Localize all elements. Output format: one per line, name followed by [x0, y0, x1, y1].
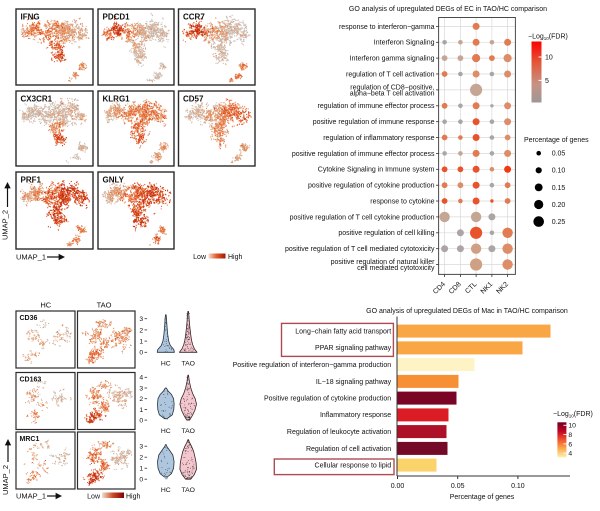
- svg-text:0.15: 0.15: [552, 185, 566, 192]
- svg-text:0: 0: [139, 477, 143, 484]
- svg-text:PDCD1: PDCD1: [103, 13, 131, 22]
- svg-text:4: 4: [139, 375, 143, 382]
- svg-text:0.00: 0.00: [391, 483, 405, 490]
- svg-text:Inflammatory response: Inflammatory response: [320, 412, 391, 419]
- svg-text:0.20: 0.20: [552, 202, 566, 209]
- svg-text:MRC1: MRC1: [20, 436, 40, 443]
- svg-text:Interferon gamma signaling: Interferon gamma signaling: [350, 56, 435, 63]
- svg-text:Positive regulation of cytokin: Positive regulation of cytokine producti…: [264, 396, 391, 403]
- svg-text:response to cytokine: response to cytokine: [370, 198, 434, 205]
- svg-text:Cellular response to lipid: Cellular response to lipid: [315, 463, 392, 470]
- svg-text:Regulation of cell activation: Regulation of cell activation: [306, 446, 391, 453]
- svg-text:UMAP_1: UMAP_1: [16, 492, 46, 501]
- svg-text:2: 2: [139, 455, 143, 462]
- svg-text:UMAP_2: UMAP_2: [1, 210, 10, 240]
- svg-text:alpha−beta T cell activation: alpha−beta T cell activation: [350, 91, 435, 98]
- svg-text:−Log10(FDR): −Log10(FDR): [553, 411, 593, 419]
- svg-text:1: 1: [139, 407, 143, 414]
- svg-text:HC: HC: [161, 487, 171, 494]
- svg-text:IFNG: IFNG: [21, 13, 40, 22]
- svg-text:regulation of CD8−positive,: regulation of CD8−positive,: [350, 84, 434, 91]
- svg-text:UMAP_1: UMAP_1: [16, 253, 46, 262]
- svg-text:cell mediated cytotoxicity: cell mediated cytotoxicity: [357, 265, 435, 272]
- svg-text:Interferon Signaling: Interferon Signaling: [374, 40, 435, 47]
- svg-text:HC: HC: [161, 360, 171, 367]
- svg-text:1: 1: [139, 466, 143, 473]
- svg-text:0.25: 0.25: [552, 219, 566, 226]
- svg-text:−Log10(FDR): −Log10(FDR): [528, 34, 568, 42]
- svg-text:IL−18 signaling pathway: IL−18 signaling pathway: [316, 379, 392, 386]
- svg-text:0: 0: [139, 350, 143, 357]
- svg-text:PRF1: PRF1: [21, 176, 42, 185]
- svg-text:CCR7: CCR7: [183, 13, 205, 22]
- svg-text:Positive regulation of interfe: Positive regulation of interferon−gamma …: [233, 362, 392, 369]
- svg-text:regulation of T cell activatio: regulation of T cell activation: [346, 71, 435, 78]
- svg-text:Percentage of genes: Percentage of genes: [524, 137, 589, 144]
- svg-text:positive regulation of cell ki: positive regulation of cell killing: [338, 230, 434, 237]
- svg-text:0.05: 0.05: [451, 483, 465, 490]
- svg-text:CD57: CD57: [183, 95, 204, 104]
- svg-text:positive regulation of T cell: positive regulation of T cell mediated c…: [285, 246, 435, 253]
- svg-text:6: 6: [568, 441, 572, 448]
- svg-text:CD36: CD36: [20, 315, 38, 322]
- svg-text:3: 3: [139, 385, 143, 392]
- svg-text:3: 3: [139, 444, 143, 451]
- svg-text:TAO: TAO: [181, 360, 194, 367]
- svg-text:TAO: TAO: [181, 428, 194, 435]
- svg-text:positive regulation of immune: positive regulation of immune effector p…: [292, 151, 435, 158]
- svg-text:Low: Low: [87, 494, 101, 501]
- svg-text:High: High: [228, 254, 243, 261]
- svg-text:GNLY: GNLY: [103, 176, 125, 185]
- svg-text:1: 1: [139, 339, 143, 346]
- svg-text:3: 3: [139, 316, 143, 323]
- svg-text:0.10: 0.10: [552, 168, 566, 175]
- svg-text:CD163: CD163: [20, 377, 42, 384]
- svg-text:GO analysis of upregulated DEG: GO analysis of upregulated DEGs of EC in…: [349, 6, 547, 13]
- svg-text:Long−chain fatty acid transpor: Long−chain fatty acid transport: [295, 329, 391, 336]
- svg-text:UMAP_2: UMAP_2: [1, 465, 10, 495]
- svg-text:Low: Low: [193, 254, 207, 261]
- svg-text:10: 10: [545, 55, 553, 62]
- svg-text:positive regulation of cytokin: positive regulation of cytokine producti…: [308, 183, 435, 190]
- svg-text:0.10: 0.10: [511, 483, 525, 490]
- svg-text:Cytokine Signaling in Immune s: Cytokine Signaling in Immune system: [318, 167, 435, 174]
- svg-text:response to interferon−gamma: response to interferon−gamma: [339, 24, 435, 31]
- svg-text:regulation of inflammatory res: regulation of inflammatory response: [323, 135, 434, 142]
- svg-text:KLRG1: KLRG1: [103, 95, 131, 104]
- svg-text:Percentage of genes: Percentage of genes: [450, 494, 515, 501]
- svg-text:2: 2: [139, 396, 143, 403]
- svg-text:GO analysis of upregulated DEG: GO analysis of upregulated DEGs of Mac i…: [366, 308, 568, 315]
- svg-text:TAO: TAO: [97, 301, 112, 310]
- svg-text:CX3CR1: CX3CR1: [21, 95, 53, 104]
- svg-text:positive regulation of T cell: positive regulation of T cell cytokine p…: [290, 214, 435, 221]
- svg-text:5: 5: [545, 78, 549, 85]
- svg-text:8: 8: [568, 432, 572, 439]
- svg-text:positive regulation of natural: positive regulation of natural killer: [331, 259, 436, 266]
- svg-text:2: 2: [139, 327, 143, 334]
- svg-text:Regulation of leukocyte activa: Regulation of leukocyte activation: [287, 429, 391, 436]
- svg-text:0.05: 0.05: [552, 151, 566, 158]
- svg-text:HC: HC: [161, 428, 171, 435]
- svg-text:PPAR signaling pathway: PPAR signaling pathway: [315, 345, 392, 352]
- svg-text:0: 0: [139, 418, 143, 425]
- svg-text:10: 10: [568, 423, 576, 430]
- svg-text:positive regulation of immune: positive regulation of immune response: [313, 119, 435, 126]
- svg-text:4: 4: [568, 451, 572, 458]
- svg-text:HC: HC: [40, 301, 51, 310]
- svg-text:High: High: [126, 494, 141, 501]
- svg-text:TAO: TAO: [181, 487, 194, 494]
- svg-text:regulation of immune effector: regulation of immune effector process: [318, 103, 435, 110]
